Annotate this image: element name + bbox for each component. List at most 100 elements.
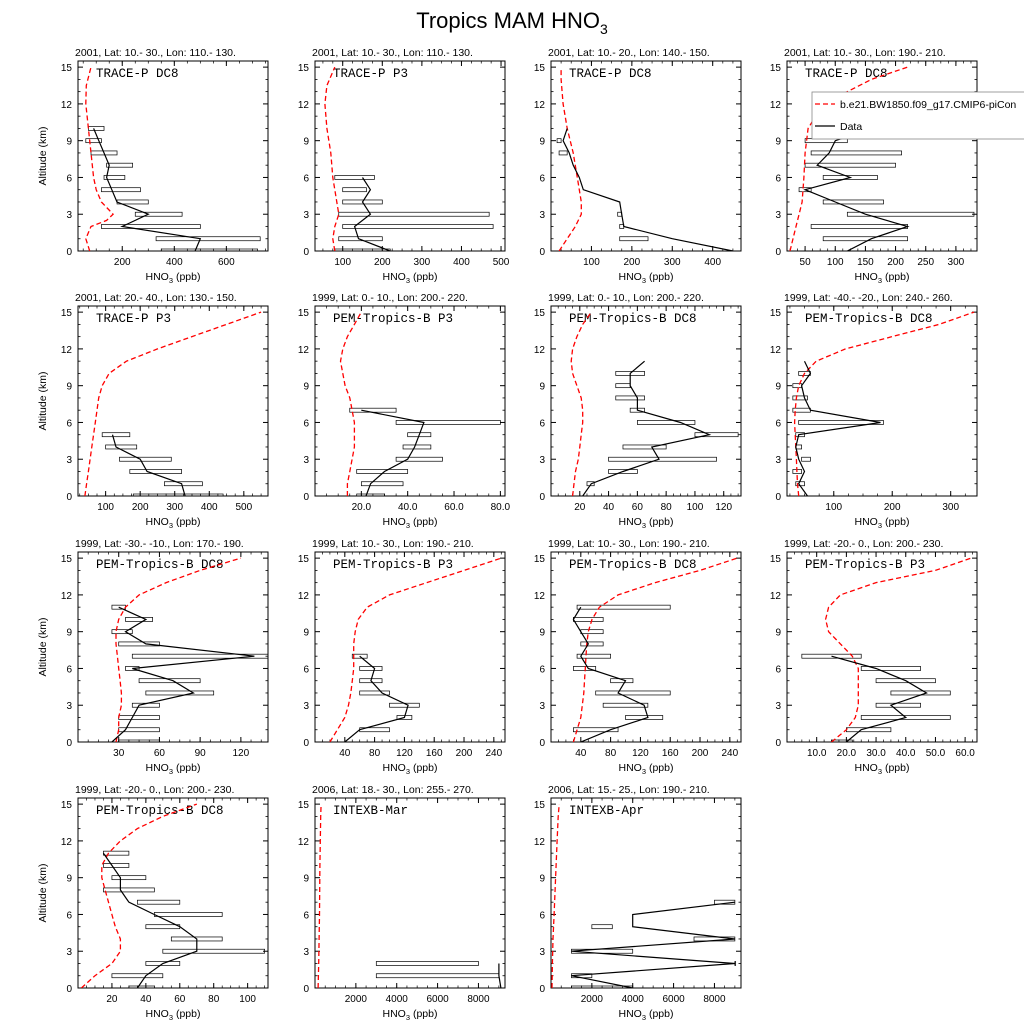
range-box bbox=[801, 456, 811, 462]
x-axis-label-unit: (ppb) bbox=[173, 516, 200, 528]
x-tick-label: 250 bbox=[917, 257, 934, 268]
x-tick-label: 120 bbox=[396, 748, 413, 759]
x-tick-label: 400 bbox=[453, 257, 470, 268]
x-axis-label-sub: 3 bbox=[878, 767, 882, 776]
y-tick-label: 15 bbox=[298, 554, 310, 565]
x-axis-label-unit: (ppb) bbox=[882, 762, 909, 774]
model-line bbox=[551, 804, 560, 988]
range-box bbox=[359, 690, 390, 696]
y-tick-label: 9 bbox=[775, 137, 781, 148]
range-box bbox=[576, 604, 671, 610]
y-tick-label: 9 bbox=[66, 628, 72, 639]
panel-header: 2001, Lat: 10.- 30., Lon: 110.- 130. bbox=[312, 47, 473, 59]
x-tick-label: 300 bbox=[166, 502, 183, 513]
model-line bbox=[324, 66, 340, 251]
y-tick-label: 6 bbox=[775, 173, 781, 184]
y-tick-label: 15 bbox=[61, 800, 73, 811]
plot-frame bbox=[786, 305, 978, 497]
model-line bbox=[339, 311, 362, 496]
range-box bbox=[103, 863, 130, 868]
campaign-label: INTEXB-Mar bbox=[333, 804, 408, 818]
model-line bbox=[570, 311, 592, 496]
x-axis-label-unit: (ppb) bbox=[882, 516, 909, 528]
y-tick-label: 12 bbox=[770, 100, 782, 111]
y-tick-label: 0 bbox=[775, 738, 781, 749]
range-box bbox=[356, 493, 385, 496]
y-tick-label: 6 bbox=[775, 418, 781, 429]
range-box bbox=[375, 961, 479, 966]
x-tick-label: 200 bbox=[624, 257, 641, 268]
x-tick-label: 100 bbox=[687, 502, 704, 513]
x-tick-label: 200 bbox=[692, 748, 709, 759]
y-tick-label: 12 bbox=[61, 591, 73, 602]
y-tick-label: 3 bbox=[66, 455, 72, 466]
range-box bbox=[407, 432, 432, 438]
plot-area bbox=[339, 311, 501, 496]
range-box bbox=[571, 985, 634, 988]
y-tick-label: 15 bbox=[298, 800, 310, 811]
plot-area bbox=[572, 557, 738, 742]
range-box bbox=[580, 629, 604, 635]
chart-panel-11: 1999, Lat: 10.- 30., Lon: 190.- 210. PEM-… bbox=[534, 538, 742, 776]
x-tick-label: 240 bbox=[721, 748, 738, 759]
x-axis-label: HNO3 (ppb) bbox=[383, 271, 438, 285]
y-tick-label: 6 bbox=[66, 418, 72, 429]
data-line bbox=[803, 127, 910, 251]
plot-area bbox=[317, 804, 502, 988]
y-tick-label: 12 bbox=[770, 345, 782, 356]
model-line bbox=[793, 311, 975, 496]
plot-area bbox=[84, 311, 262, 496]
y-tick-label: 6 bbox=[775, 664, 781, 675]
range-box bbox=[103, 887, 155, 893]
x-axis-label-main: HNO bbox=[619, 271, 642, 283]
y-tick-label: 3 bbox=[775, 210, 781, 221]
range-box bbox=[615, 395, 645, 401]
legend-model-label: b.e21.BW1850.f09_g17.CMIP6-piCon bbox=[840, 99, 1016, 111]
y-tick-label: 15 bbox=[534, 554, 546, 565]
panel-header: 1999, Lat: -20.- 0., Lon: 200.- 230. bbox=[75, 784, 234, 796]
range-box bbox=[111, 875, 147, 881]
y-tick-label: 9 bbox=[775, 382, 781, 393]
x-tick-label: 150 bbox=[857, 257, 874, 268]
x-axis-label-main: HNO bbox=[855, 516, 878, 528]
campaign-label: PEM-Tropics-B DC8 bbox=[805, 312, 933, 326]
x-tick-label: 20.0 bbox=[837, 748, 857, 759]
x-tick-label: 20 bbox=[106, 994, 118, 1005]
x-tick-label: 400 bbox=[704, 257, 721, 268]
legend: b.e21.BW1850.f09_g17.CMIP6-piCon Data bbox=[811, 91, 1024, 140]
x-tick-label: 50 bbox=[800, 257, 812, 268]
y-tick-label: 6 bbox=[66, 910, 72, 921]
data-line bbox=[795, 360, 881, 496]
data-line bbox=[353, 177, 391, 251]
range-box bbox=[105, 444, 138, 450]
y-tick-label: 0 bbox=[775, 247, 781, 258]
range-box bbox=[395, 456, 443, 462]
y-tick-label: 12 bbox=[770, 591, 782, 602]
range-box bbox=[608, 469, 638, 474]
y-tick-label: 3 bbox=[303, 455, 309, 466]
x-axis-label-sub: 3 bbox=[406, 767, 410, 776]
range-box bbox=[103, 175, 126, 180]
x-tick-label: 240 bbox=[485, 748, 502, 759]
y-tick-label: 0 bbox=[303, 738, 309, 749]
panel-header: 1999, Lat: -30.- -10., Lon: 170.- 190. bbox=[75, 538, 244, 550]
campaign-label: TRACE-P DC8 bbox=[805, 67, 888, 81]
range-box bbox=[103, 850, 130, 856]
x-tick-label: 100 bbox=[239, 994, 256, 1005]
y-tick-label: 15 bbox=[61, 308, 73, 319]
chart-panel-7: 1999, Lat: 0.- 10., Lon: 200.- 220. PEM-T… bbox=[534, 292, 742, 530]
plot-area bbox=[570, 311, 739, 496]
x-tick-label: 200 bbox=[374, 257, 391, 268]
range-box bbox=[694, 432, 739, 438]
x-tick-label: 2000 bbox=[581, 994, 604, 1005]
range-box bbox=[153, 912, 223, 917]
y-tick-label: 0 bbox=[539, 738, 545, 749]
x-axis-label-main: HNO bbox=[619, 762, 642, 774]
y-tick-label: 9 bbox=[775, 628, 781, 639]
campaign-label: INTEXB-Apr bbox=[569, 804, 644, 818]
y-tick-label: 3 bbox=[66, 701, 72, 712]
x-axis-label-sub: 3 bbox=[878, 276, 882, 285]
x-axis-label-sub: 3 bbox=[169, 276, 173, 285]
plot-area bbox=[551, 804, 737, 988]
